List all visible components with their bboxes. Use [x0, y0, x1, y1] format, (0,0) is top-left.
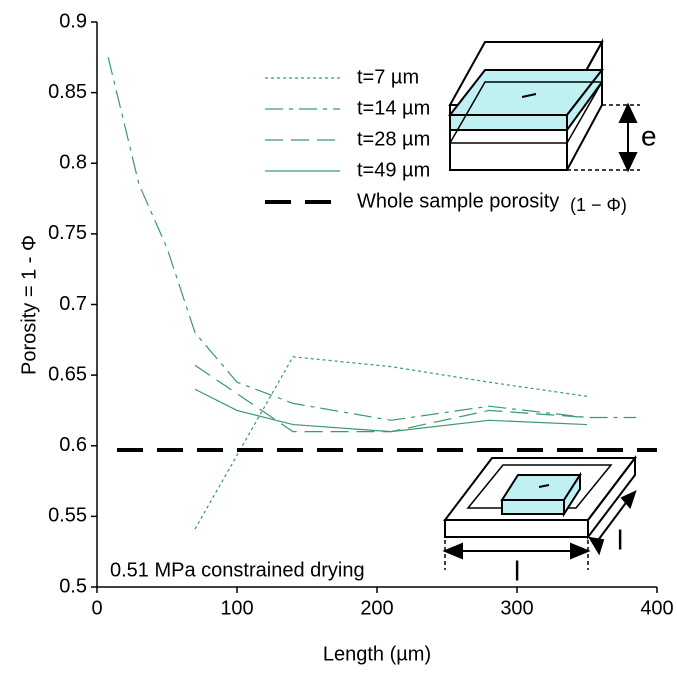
x-axis-title: Length (µm)	[323, 643, 431, 665]
y-tick-label: 0.65	[48, 363, 87, 385]
plate-diagram	[442, 455, 638, 570]
legend-label: Whole sample porosity	[357, 190, 559, 212]
annotation: l	[617, 524, 623, 555]
slab-diagram	[447, 38, 640, 173]
y-tick-label: 0.9	[59, 10, 87, 32]
x-tick-label: 0	[91, 597, 102, 619]
legend-label: (1 − Φ)	[570, 195, 627, 215]
legend-label: t=28 µm	[357, 128, 430, 150]
y-tick-label: 0.8	[59, 152, 87, 174]
y-tick-label: 0.7	[59, 293, 87, 315]
y-tick-label: 0.75	[48, 222, 87, 244]
y-tick-label: 0.6	[59, 434, 87, 456]
series-line	[194, 356, 588, 530]
x-tick-label: 100	[220, 597, 253, 619]
y-tick-label: 0.5	[59, 575, 87, 597]
legend-label: t=14 µm	[357, 97, 430, 119]
series-line	[107, 57, 636, 421]
y-tick-label: 0.85	[48, 81, 87, 103]
legend-label: t=49 µm	[357, 159, 430, 181]
y-axis-title: Porosity = 1 - Φ	[18, 235, 40, 375]
x-tick-label: 400	[640, 597, 673, 619]
annotation: 0.51 MPa constrained drying	[110, 559, 365, 581]
annotation: l	[514, 555, 520, 586]
x-tick-label: 200	[360, 597, 393, 619]
legend-label: t=7 µm	[357, 66, 419, 88]
annotation: e	[641, 120, 657, 151]
x-tick-label: 300	[500, 597, 533, 619]
y-tick-label: 0.55	[48, 505, 87, 527]
series-line	[194, 388, 588, 433]
